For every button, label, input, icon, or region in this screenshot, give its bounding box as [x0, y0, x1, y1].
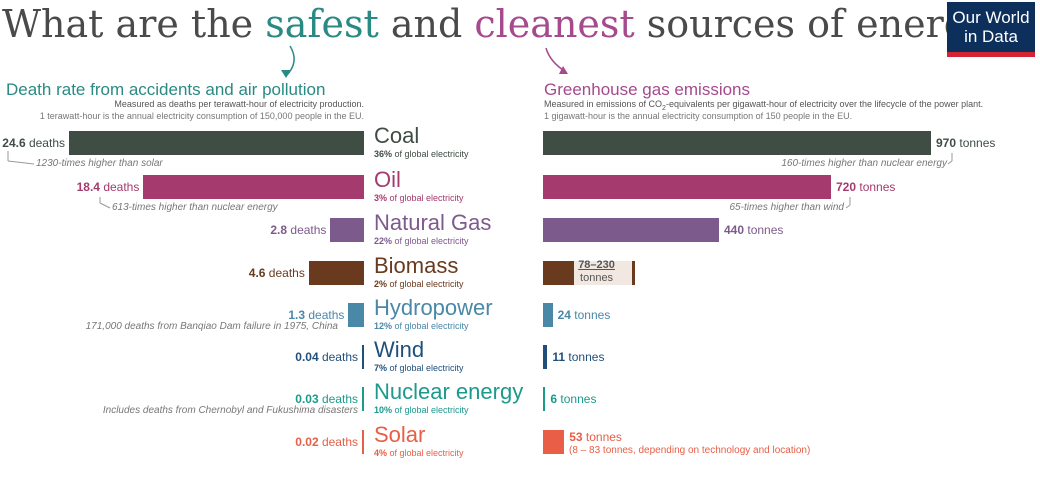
- death-value-biomass: 4.6 deaths: [248, 266, 305, 280]
- category-label-biomass: Biomass: [374, 253, 459, 278]
- death-bar-oil: [143, 175, 364, 199]
- emission-range-label-biomass: 78–230 tonnes: [578, 259, 615, 284]
- emission-bar-nuclear-energy: [543, 387, 546, 411]
- emission-value-coal: 970 tonnes: [936, 136, 996, 150]
- title-safest: safest: [265, 2, 379, 46]
- death-bar-biomass: [308, 261, 364, 285]
- death-bar-wind: [362, 345, 364, 369]
- share-label-solar: 4% of global electricity: [374, 448, 464, 458]
- right-panel-subtitle-1: Measured in emissions of CO2-equivalents…: [544, 99, 984, 112]
- death-bar-hydropower: [348, 303, 364, 327]
- death-bar-nuclear-energy: [362, 387, 364, 411]
- emission-bar-solar: [543, 430, 565, 454]
- death-value-solar: 0.02 deaths: [295, 435, 358, 449]
- death-value-oil: 18.4 deaths: [76, 180, 140, 194]
- death-value-nuclear-energy: 0.03 deaths: [295, 392, 358, 406]
- death-bar-natural-gas: [330, 218, 364, 242]
- death-bar-coal: [69, 131, 364, 155]
- share-label-oil: 3% of global electricity: [374, 193, 464, 203]
- emission-bar-biomass: [543, 261, 575, 285]
- share-label-hydropower: 12% of global electricity: [374, 321, 469, 331]
- emission-bar-hydropower: [543, 303, 553, 327]
- logo-line-1: Our World: [952, 8, 1030, 27]
- emission-value-oil: 720 tonnes: [836, 180, 896, 194]
- share-label-biomass: 2% of global electricity: [374, 279, 464, 289]
- category-label-nuclear-energy: Nuclear energy: [374, 379, 524, 404]
- emission-note-coal: 160-times higher than nuclear energy: [781, 158, 947, 169]
- death-value-hydropower: 1.3 deaths: [288, 308, 345, 322]
- share-label-nuclear-energy: 10% of global electricity: [374, 405, 469, 415]
- emission-value-nuclear-energy: 6 tonnes: [550, 392, 597, 406]
- emission-bar-coal: [543, 131, 931, 155]
- death-value-coal: 24.6 deaths: [2, 136, 65, 150]
- category-label-hydropower: Hydropower: [374, 295, 493, 320]
- share-label-wind: 7% of global electricity: [374, 363, 464, 373]
- emission-note-solar: (8 – 83 tonnes, depending on technology …: [569, 445, 811, 456]
- category-label-wind: Wind: [374, 337, 425, 362]
- right-panel-subtitle-2: 1 gigawatt-hour is the annual electricit…: [544, 111, 853, 121]
- emission-value-hydropower: 24 tonnes: [557, 308, 611, 322]
- death-note-nuclear-energy: Includes deaths from Chernobyl and Fukus…: [102, 405, 358, 416]
- logo-line-2: in Data: [964, 27, 1018, 46]
- left-panel-title: Death rate from accidents and air pollut…: [6, 80, 326, 99]
- page-title: What are the safest and cleanest sources…: [2, 2, 1010, 46]
- emission-value-solar: 53 tonnes: [569, 430, 622, 444]
- emission-value-wind: 11 tonnes: [552, 350, 605, 364]
- category-label-solar: Solar: [374, 422, 426, 447]
- category-label-coal: Coal: [374, 123, 420, 148]
- emission-note-oil: 65-times higher than wind: [729, 202, 844, 213]
- emission-bar-wind: [543, 345, 548, 369]
- right-panel-title: Greenhouse gas emissions: [544, 80, 751, 99]
- death-value-wind: 0.04 deaths: [295, 350, 358, 364]
- left-panel-subtitle-2: 1 terawatt-hour is the annual electricit…: [39, 111, 364, 121]
- emission-value-natural-gas: 440 tonnes: [724, 223, 784, 237]
- emission-bar-natural-gas: [543, 218, 719, 242]
- left-panel-subtitle-1: Measured as deaths per terawatt-hour of …: [114, 99, 364, 109]
- death-value-natural-gas: 2.8 deaths: [270, 223, 327, 237]
- share-label-natural-gas: 22% of global electricity: [374, 236, 469, 246]
- emission-bar-oil: [543, 175, 831, 199]
- category-label-natural-gas: Natural Gas: [374, 210, 492, 235]
- death-note-hydropower: 171,000 deaths from Banqiao Dam failure …: [85, 321, 338, 332]
- category-label-oil: Oil: [374, 167, 401, 192]
- death-note-coal: 1230-times higher than solar: [36, 158, 163, 169]
- owid-logo[interactable]: Our World in Data: [947, 2, 1035, 57]
- title-cleanest: cleanest: [474, 2, 635, 46]
- emission-range-biomass: [574, 261, 635, 285]
- death-note-oil: 613-times higher than nuclear energy: [112, 202, 278, 213]
- death-bar-solar: [362, 430, 364, 454]
- share-label-coal: 36% of global electricity: [374, 149, 469, 159]
